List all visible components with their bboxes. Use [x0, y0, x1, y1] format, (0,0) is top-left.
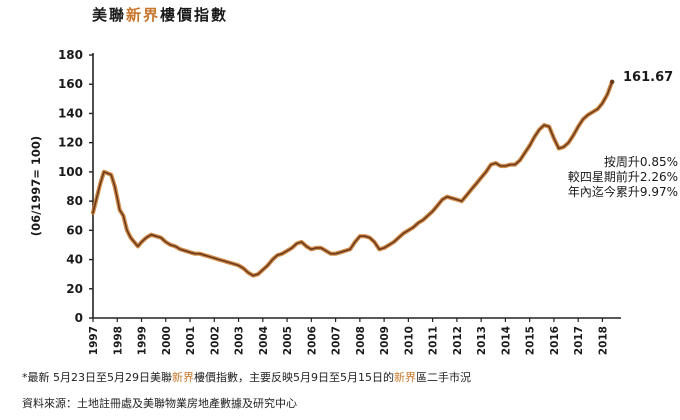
- x-tick-label: 2001: [185, 326, 197, 355]
- footnote-part-1: *最新 5月23日至5月29日美聯: [22, 371, 172, 384]
- x-tick-label: 2003: [234, 326, 246, 355]
- x-tick-label: 2008: [355, 326, 367, 355]
- title-highlight: 新界: [126, 6, 161, 24]
- four-week-change: 較四星期前升2.26%: [567, 170, 678, 184]
- x-axis: 1997 1998 1999 2000 2001 2002 2003 2004 2005 2006…: [88, 317, 621, 355]
- x-tick-label: 2013: [476, 326, 488, 355]
- x-tick-label: 2002: [209, 326, 221, 355]
- change-annotation: 按周升0.85% 較四星期前升2.26% 年內迄今累升9.97%: [530, 155, 678, 200]
- x-tick-label: 1997: [88, 326, 100, 355]
- x-tick-label: 1999: [137, 326, 149, 355]
- x-tick-label: 2015: [525, 326, 537, 355]
- series-line: [92, 81, 613, 277]
- y-tick-label: 160: [58, 77, 83, 91]
- weekly-change: 按周升0.85%: [603, 155, 678, 169]
- y-tick-label: 180: [58, 48, 83, 62]
- y-tick-label: 80: [66, 194, 83, 208]
- footnote-part-2: 樓價指數，主要反映5月9日至5月15日的: [194, 371, 394, 384]
- x-tick-label: 2011: [428, 326, 440, 355]
- x-tick-label: 2006: [306, 326, 318, 355]
- x-tick-label: 2012: [452, 326, 464, 355]
- x-tick-label: 2007: [331, 326, 343, 355]
- x-tick-label: 2016: [549, 326, 561, 355]
- y-tick-label: 60: [66, 223, 83, 237]
- y-tick-label: 0: [75, 311, 83, 325]
- footnote-highlight-2: 新界: [394, 371, 416, 384]
- x-tick-label: 2009: [379, 326, 391, 355]
- x-tick-label: 2017: [573, 326, 585, 355]
- x-tick-label: 2010: [403, 326, 415, 355]
- title-part-1: 美聯: [92, 6, 127, 24]
- y-tick-label: 20: [66, 282, 83, 296]
- ytd-change: 年內迄今累升9.97%: [567, 185, 678, 199]
- data-source: 資料來源：土地註冊處及美聯物業房地產數據及研究中心: [22, 397, 297, 410]
- x-tick-label: 1998: [112, 326, 124, 355]
- title-part-2: 樓價指數: [160, 6, 229, 24]
- x-tick-label: 2014: [500, 326, 512, 355]
- last-data-point: [609, 79, 615, 84]
- y-tick-label: 40: [66, 253, 83, 267]
- x-tick-label: 2000: [161, 326, 173, 355]
- y-tick-label: 100: [58, 165, 83, 179]
- chart-title: 美聯新界樓價指數: [92, 4, 228, 25]
- y-tick-label: 120: [58, 136, 83, 150]
- y-axis: 0 20 40 60 80 100 120 140 160 180: [58, 48, 94, 325]
- y-tick-label: 140: [58, 106, 83, 120]
- x-tick-label: 2018: [597, 326, 609, 355]
- series-group: [90, 79, 615, 278]
- footnote-part-3: 區二手市況: [416, 371, 471, 384]
- y-axis-label: (06/1997= 100): [29, 136, 43, 236]
- x-tick-label: 2004: [258, 326, 270, 355]
- last-value-label: 161.67: [623, 70, 674, 85]
- footnote-highlight-1: 新界: [172, 371, 194, 384]
- x-tick-label: 2005: [282, 326, 294, 355]
- footnote: *最新 5月23日至5月29日美聯新界樓價指數，主要反映5月9日至5月15日的新…: [22, 369, 471, 385]
